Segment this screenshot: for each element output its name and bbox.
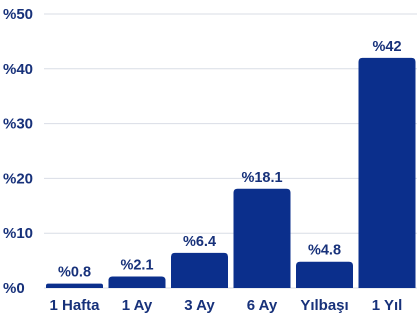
bar xyxy=(171,252,228,288)
bar xyxy=(296,261,353,288)
y-tick-label: %10 xyxy=(3,225,33,242)
y-axis-ticks: %0 %10 %20 %30 %40 %50 xyxy=(3,6,33,297)
x-axis-categories: 1 Hafta 1 Ay 3 Ay 6 Ay Yılbaşı 1 Yıl xyxy=(49,297,402,314)
x-category-label: 1 Ay xyxy=(122,297,153,314)
bar xyxy=(358,57,416,289)
data-label: %18.1 xyxy=(241,170,282,186)
data-label: %4.8 xyxy=(308,243,341,259)
x-category-label: 3 Ay xyxy=(184,297,215,314)
y-tick-label: %40 xyxy=(3,61,33,78)
data-labels: %0.8 %2.1 %6.4 %18.1 %4.8 %42 xyxy=(58,39,402,281)
bar xyxy=(233,188,291,288)
grid-lines xyxy=(44,13,417,289)
x-category-label: 6 Ay xyxy=(247,297,278,314)
y-tick-label: %0 xyxy=(3,280,25,297)
bar xyxy=(108,276,166,288)
x-category-label: 1 Hafta xyxy=(49,297,100,314)
data-label: %0.8 xyxy=(58,265,91,281)
y-tick-label: %20 xyxy=(3,170,33,187)
x-category-label: 1 Yıl xyxy=(372,297,403,314)
data-label: %2.1 xyxy=(120,257,153,273)
bars xyxy=(46,57,416,289)
bar xyxy=(46,283,103,288)
x-category-label: Yılbaşı xyxy=(300,297,348,314)
data-label: %6.4 xyxy=(183,234,216,250)
data-label: %42 xyxy=(372,39,401,55)
y-tick-label: %50 xyxy=(3,6,33,23)
y-tick-label: %30 xyxy=(3,116,33,133)
